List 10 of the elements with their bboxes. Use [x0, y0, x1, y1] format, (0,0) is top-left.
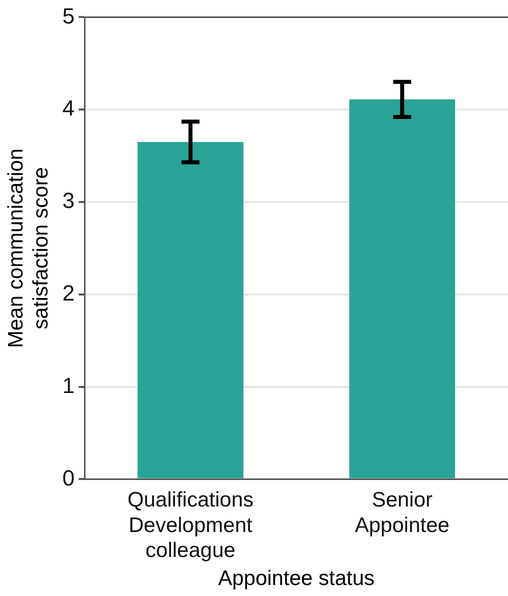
- x-tick-label: Qualifications Development colleague: [127, 488, 254, 562]
- y-axis-title: Mean communication satisfaction score: [4, 148, 53, 348]
- y-tick-label: 2: [62, 280, 75, 306]
- y-tick-label: 1: [62, 372, 75, 398]
- y-tick-label: 4: [62, 96, 75, 121]
- y-tick-label: 3: [62, 188, 75, 214]
- x-tick-label: Senior Appointee: [354, 488, 450, 537]
- y-tick-label: 0: [62, 465, 75, 490]
- x-axis-title: Appointee status: [218, 567, 375, 590]
- y-tick-label: 5: [62, 3, 75, 28]
